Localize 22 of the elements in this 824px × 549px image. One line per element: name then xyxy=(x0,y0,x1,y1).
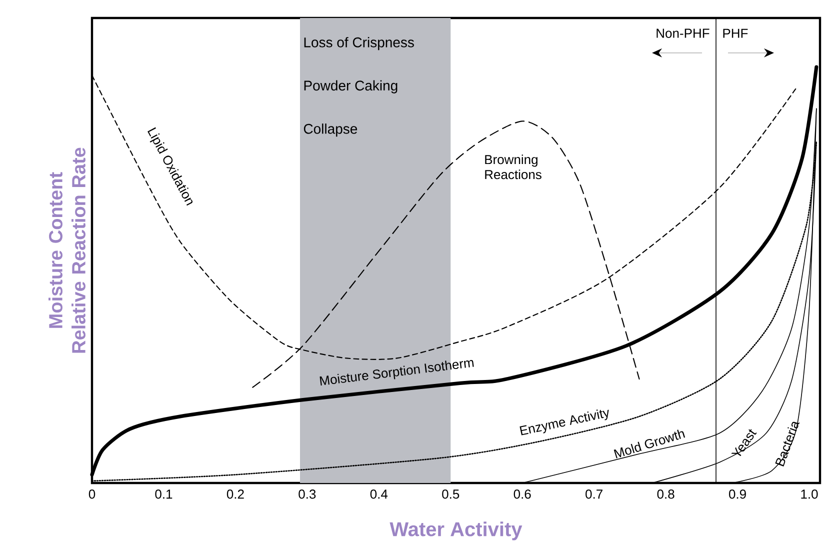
text: Moisture Sorption Isotherm xyxy=(320,360,474,386)
x-tick-label: 0 xyxy=(88,490,96,499)
x-tick-label: 0.7 xyxy=(586,490,602,499)
annotation: Powder Caking xyxy=(304,80,398,94)
x-tick-label: 0.8 xyxy=(657,490,674,499)
x-tick-label: 1.0 xyxy=(801,490,818,499)
text: Enzyme Activity xyxy=(520,410,609,436)
x-tick-label: 0.1 xyxy=(155,490,172,499)
x-tick-label: 0.6 xyxy=(514,490,531,499)
text: Non-PHF xyxy=(656,28,710,38)
x-tick-label: 0.3 xyxy=(298,490,316,499)
x-tick-label: 0.9 xyxy=(729,490,746,499)
text: Loss of Crispness xyxy=(304,37,414,50)
series-label: Browning Reactions xyxy=(485,154,542,180)
annotation: Collapse xyxy=(304,124,358,137)
text: PHF xyxy=(723,28,748,38)
x-tick-label: 0.4 xyxy=(370,490,388,499)
x-tick-label: 0.2 xyxy=(226,490,244,499)
x-tick-label: 0.5 xyxy=(442,490,460,499)
text: Mold Growth xyxy=(614,430,686,458)
x-axis-title: Water Activity xyxy=(390,522,522,540)
y-axis-title: Moisture Content Relative Reaction Rate xyxy=(48,148,86,353)
